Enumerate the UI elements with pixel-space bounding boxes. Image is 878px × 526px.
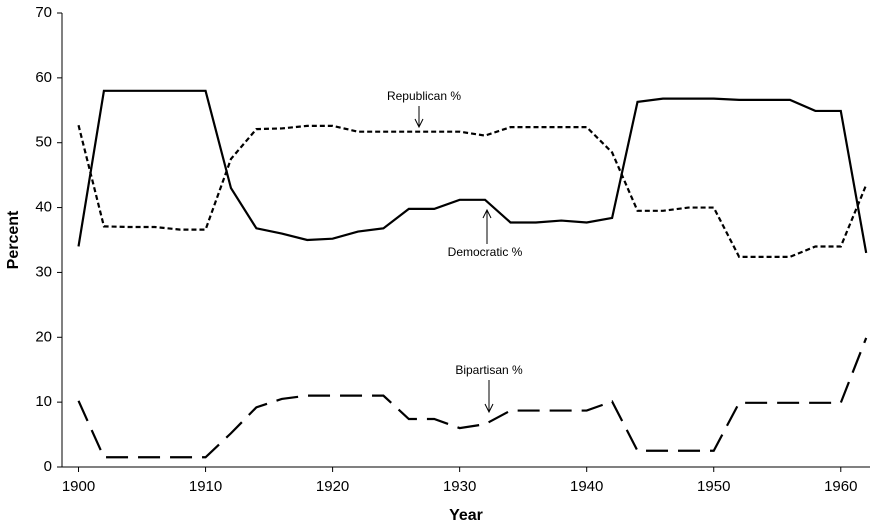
x-tick-label: 1950 <box>697 478 730 495</box>
series-line <box>77 124 868 258</box>
y-tick-label: 0 <box>44 458 52 475</box>
y-axis-title: Percent <box>5 210 22 269</box>
y-tick-label: 50 <box>35 134 52 151</box>
series-annotation: Democratic % <box>448 245 523 259</box>
x-tick-label: 1960 <box>824 478 857 495</box>
x-tick-label: 1920 <box>316 478 349 495</box>
x-tick-label: 1930 <box>443 478 476 495</box>
arrow-head <box>414 118 424 129</box>
series-annotation: Bipartisan % <box>455 363 523 377</box>
x-tick-label: 1910 <box>189 478 222 495</box>
y-tick-label: 60 <box>35 69 52 86</box>
series-line <box>77 337 868 459</box>
x-tick-label: 1940 <box>570 478 603 495</box>
series-annotation: Republican % <box>387 89 461 103</box>
series-line <box>77 89 868 254</box>
x-tick-label: 1900 <box>62 478 95 495</box>
y-tick-label: 30 <box>35 263 52 280</box>
x-axis-title: Year <box>449 507 483 524</box>
y-tick-label: 40 <box>35 199 52 216</box>
y-tick-label: 10 <box>35 393 52 410</box>
arrow-head <box>482 208 492 219</box>
y-tick-label: 20 <box>35 328 52 345</box>
arrow-head <box>484 403 494 414</box>
y-tick-label: 70 <box>35 4 52 21</box>
